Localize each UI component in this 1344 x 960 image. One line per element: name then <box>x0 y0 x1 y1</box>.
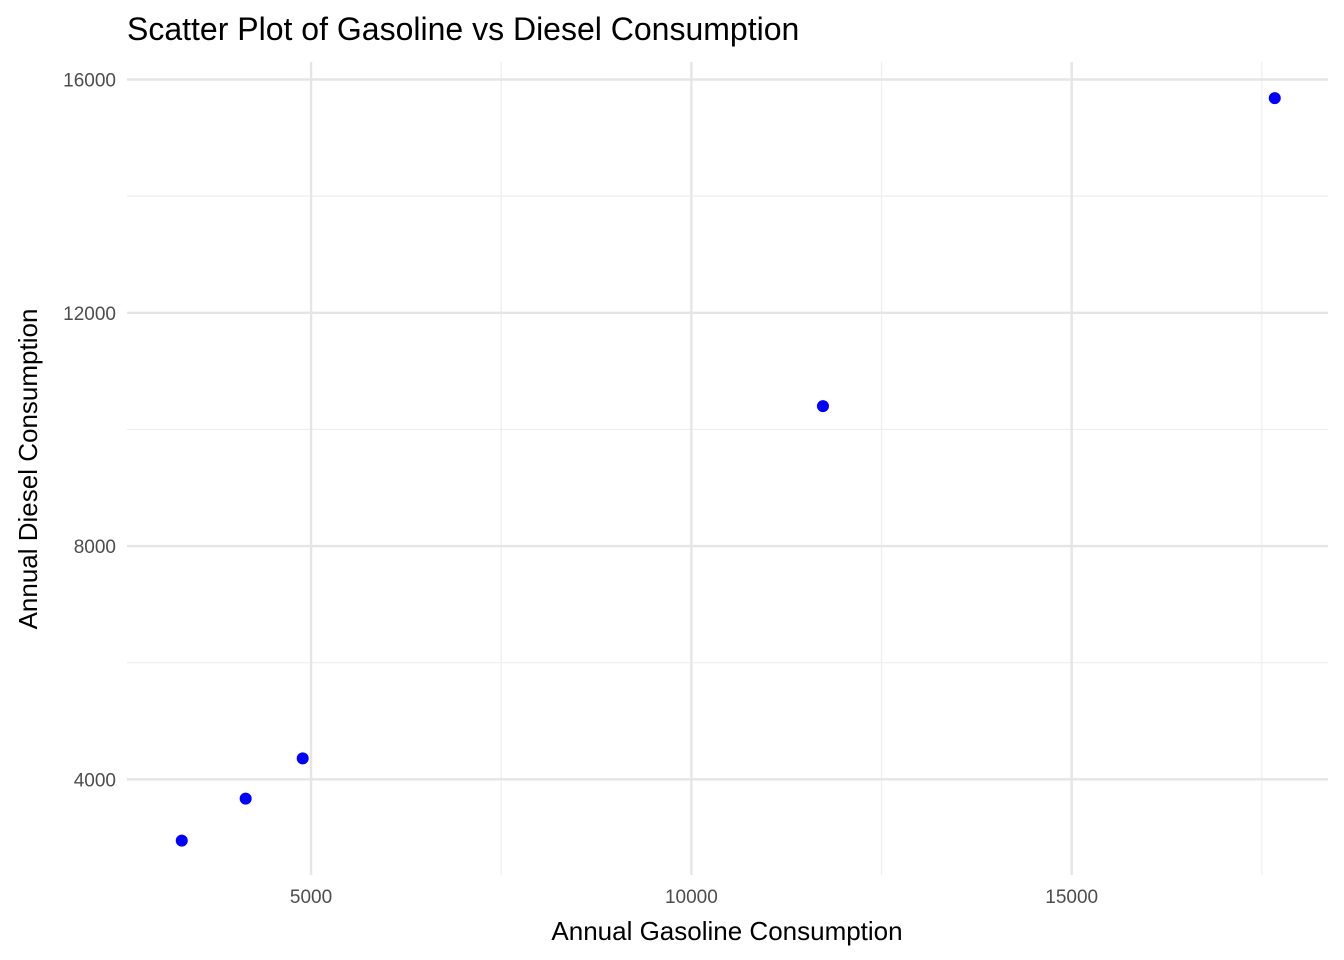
x-tick-label: 5000 <box>290 887 332 908</box>
y-axis-title: Annual Diesel Consumption <box>13 309 43 630</box>
x-axis-title: Annual Gasoline Consumption <box>551 916 902 946</box>
y-axis-tick-labels: 4000 8000 12000 16000 <box>63 70 116 791</box>
x-tick-label: 10000 <box>665 887 718 908</box>
data-point <box>175 834 188 847</box>
y-tick-label: 16000 <box>63 70 116 91</box>
x-axis-tick-labels: 5000 10000 15000 <box>290 887 1098 908</box>
major-gridlines <box>127 62 1328 875</box>
x-tick-label: 15000 <box>1045 887 1098 908</box>
y-tick-label: 4000 <box>74 770 116 791</box>
data-point <box>816 400 829 413</box>
data-point <box>1268 92 1281 105</box>
y-tick-label: 8000 <box>74 537 116 558</box>
y-tick-label: 12000 <box>63 304 116 325</box>
data-point <box>296 752 309 765</box>
chart-title: Scatter Plot of Gasoline vs Diesel Consu… <box>127 11 799 47</box>
minor-gridlines <box>127 62 1328 875</box>
data-points <box>175 92 1281 847</box>
data-point <box>239 792 252 805</box>
